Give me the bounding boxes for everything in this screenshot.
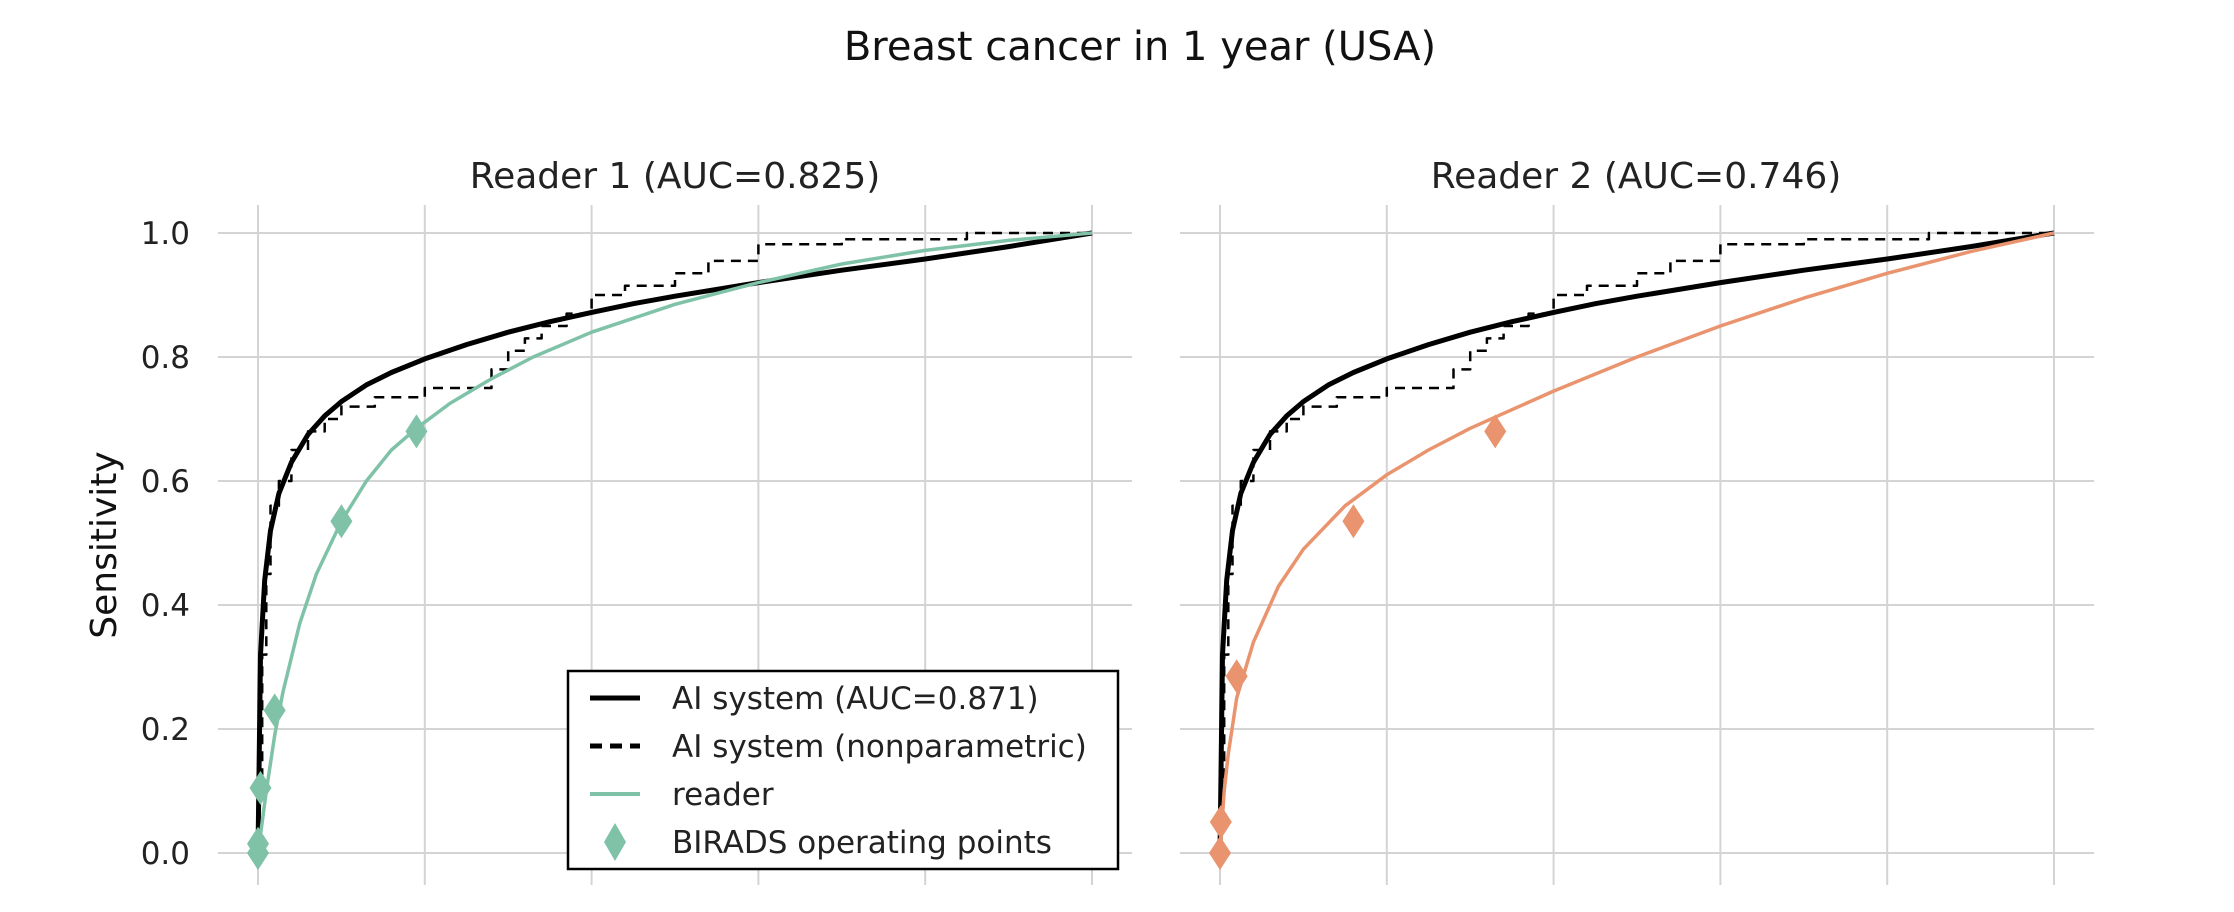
ai-roc-curve xyxy=(1217,230,2055,854)
legend-label-ai: AI system (AUC=0.871) xyxy=(672,681,1039,717)
ai-roc-curve xyxy=(255,230,1093,854)
birads-point xyxy=(1209,836,1231,870)
y-axis-label: Sensitivity xyxy=(84,451,125,638)
panel-reader-2: Reader 2 (AUC=0.746) xyxy=(1180,156,2094,885)
y-tick-label: 0.6 xyxy=(141,464,190,500)
legend-box xyxy=(566,669,1120,871)
birads-point xyxy=(247,826,269,861)
birads-point xyxy=(1484,414,1507,449)
legend-swatch-birads xyxy=(604,823,626,861)
legend: AI system (AUC=0.871) AI system (nonpara… xyxy=(566,669,1120,871)
legend-label-ai-nonparametric: AI system (nonparametric) xyxy=(672,729,1087,765)
reader-roc-curve xyxy=(1218,231,2055,854)
panel-title: Reader 2 (AUC=0.746) xyxy=(1431,156,1842,197)
y-tick-label: 0.8 xyxy=(141,340,190,376)
ai-nonparametric-curve xyxy=(1220,231,2054,793)
grid xyxy=(218,205,1132,885)
birads-point xyxy=(1209,805,1232,839)
panel-title: Reader 1 (AUC=0.825) xyxy=(470,156,881,197)
birads-point xyxy=(249,770,272,805)
legend-label-birads: BIRADS operating points xyxy=(672,825,1052,861)
legend-label-reader: reader xyxy=(672,777,774,813)
birads-point xyxy=(1225,659,1248,694)
y-tick-label: 0.4 xyxy=(141,588,190,624)
birads-point xyxy=(330,504,353,539)
figure-title: Breast cancer in 1 year (USA) xyxy=(844,24,1436,70)
y-tick-label: 0.2 xyxy=(141,712,190,748)
birads-point xyxy=(1342,504,1365,539)
ai-nonparametric-curve xyxy=(258,231,1092,793)
grid xyxy=(1180,205,2094,885)
y-tick-label: 1.0 xyxy=(141,216,190,252)
panel-reader-1: Reader 1 (AUC=0.825) 0.0 0.2 0.4 0.6 0.8 1.0 xyxy=(141,156,1132,885)
birads-point xyxy=(405,414,428,449)
y-tick-label: 0.0 xyxy=(141,836,190,872)
birads-point xyxy=(263,693,286,728)
